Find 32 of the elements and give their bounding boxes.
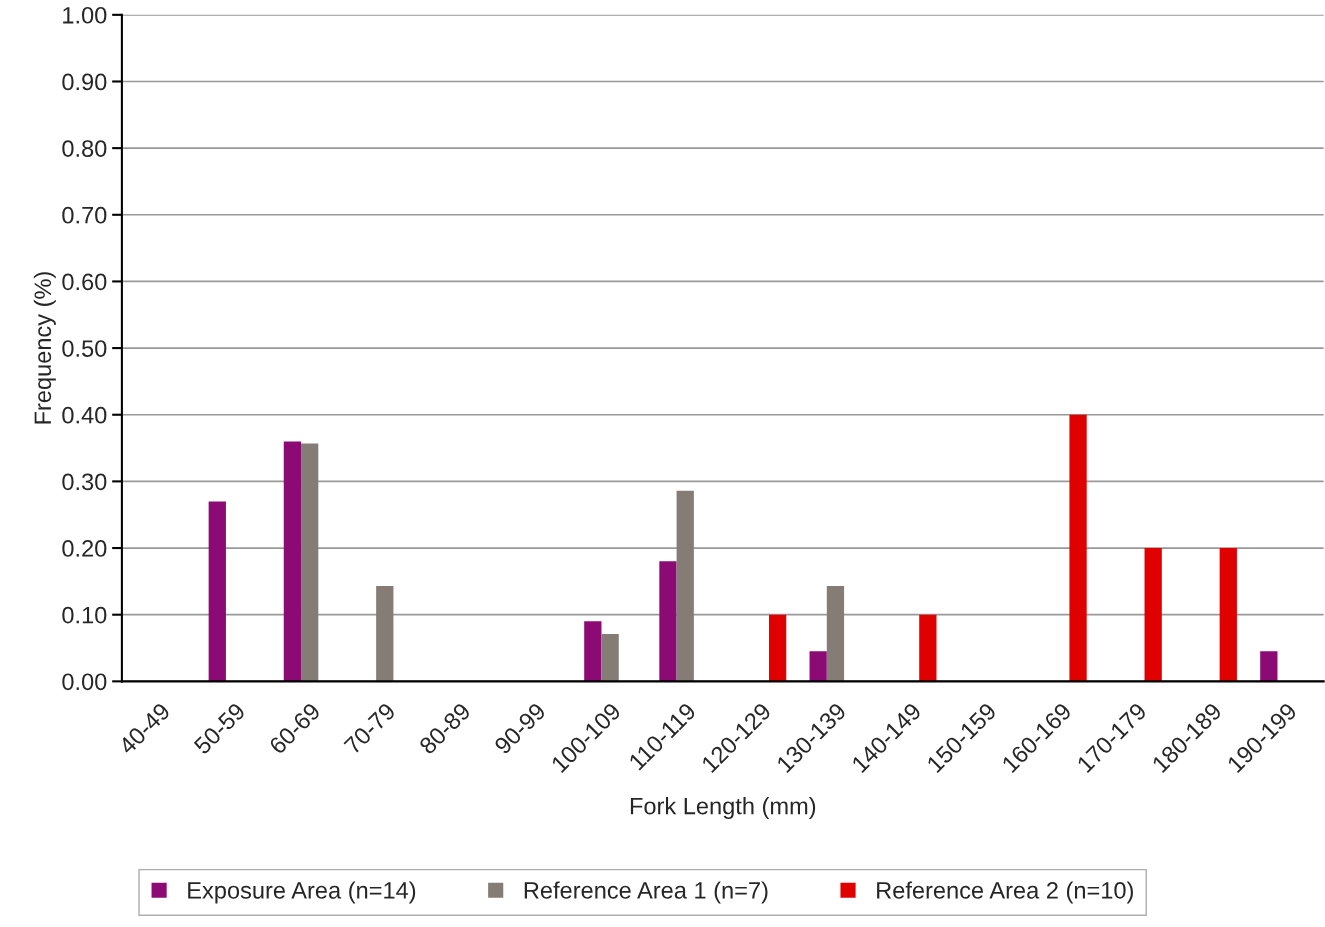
bar [659,561,677,682]
bar [809,651,827,682]
bar [584,621,602,682]
bar [676,490,694,682]
legend-label: Exposure Area (n=14) [188,881,416,904]
y-tick-label: 0.10 [62,606,107,624]
bar [301,443,319,682]
bar [1144,548,1162,682]
bar [208,501,226,682]
bar [826,586,845,682]
y-tick-label: 0.00 [62,673,107,691]
bar [283,441,302,682]
y-tick-label: 0.60 [62,273,107,291]
y-tick-label: 0.30 [62,473,107,491]
legend-label: Reference Area 1 (n=7) [524,881,768,904]
y-tick-label: 0.80 [62,140,107,157]
bar [376,586,394,682]
y-tick-label: 0.50 [62,340,107,357]
bar [601,634,619,682]
legend-label: Reference Area 2 (n=10) [877,881,1133,904]
y-tick-label: 0.90 [62,73,107,91]
y-tick-label: 0.20 [62,540,107,557]
bar [1219,548,1237,682]
x-axis-title: Fork Length (mm) [630,797,816,820]
bar [768,614,787,682]
y-tick-label: 1.00 [63,6,107,24]
y-tick-label: 0.40 [62,406,107,424]
y-tick-label: 0.70 [62,206,107,224]
bar [919,614,937,682]
y-axis-title: Frequency (%) [33,272,56,424]
bar [1260,651,1278,682]
bar [1069,414,1087,682]
